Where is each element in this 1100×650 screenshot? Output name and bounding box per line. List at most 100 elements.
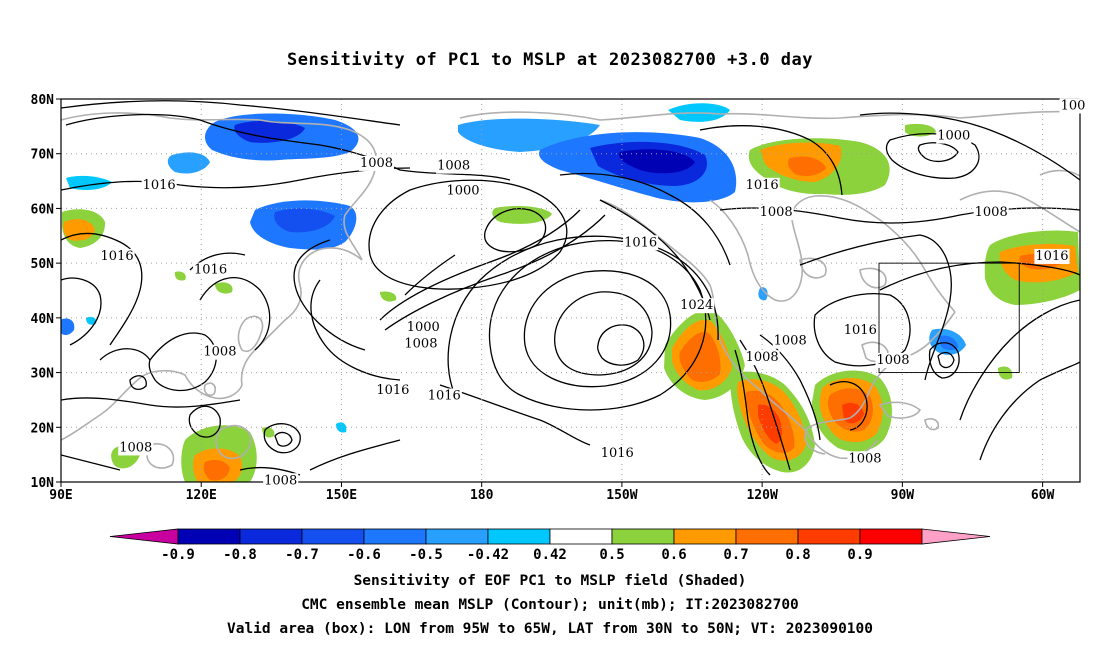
colorbar-swatch: [363, 528, 427, 545]
contour-label: 1008: [975, 205, 1008, 220]
colorbar-under-triangle: [109, 528, 179, 545]
contour-label: 1008: [760, 205, 793, 220]
lon-tick-label: 120E: [186, 488, 217, 503]
contour-label: 1008: [119, 440, 152, 455]
contour-label-bg: [1059, 98, 1087, 114]
contour-label: 1008: [203, 345, 236, 360]
contour-label-bg: [445, 183, 481, 199]
colorbar-label: -0.5: [409, 547, 443, 563]
contour-label-bg: [118, 440, 154, 456]
lat-tick-label: 70N: [31, 148, 55, 163]
sensitivity-shading: [61, 103, 1080, 482]
colorbar-swatch: [301, 528, 365, 545]
contour-label: 1016: [376, 383, 409, 398]
map-frame: [60, 98, 1081, 483]
contour-label: 1008: [876, 353, 909, 368]
colorbar-swatch: [549, 528, 613, 545]
lon-tick-label: 150W: [606, 488, 637, 503]
lon-tick-label: 60W: [1031, 488, 1055, 503]
contour-label-bg: [141, 177, 177, 193]
contour-label-bg: [405, 320, 441, 336]
contour-label-bg: [772, 333, 808, 349]
contour-label-bg: [426, 388, 462, 404]
lon-tick-label: 90W: [891, 488, 915, 503]
contour-label: 1008: [264, 473, 297, 488]
colorbar-over-triangle: [921, 528, 991, 545]
contour-label-bg: [403, 336, 439, 352]
contour-label-bg: [758, 205, 794, 221]
colorbar-swatch: [239, 528, 303, 545]
contour-label: 1016: [101, 249, 134, 264]
contour-label-bg: [842, 322, 878, 338]
colorbar-label: -0.6: [347, 547, 381, 563]
colorbar-swatch: [487, 528, 551, 545]
contour-label: 1016: [601, 446, 634, 461]
contour-label: 1008: [746, 350, 779, 365]
longitude-labels: 90E 120E 150E 180 150W 120W 90W 60W: [49, 488, 1054, 503]
colorbar-swatch: [177, 528, 241, 545]
contour-label-bg: [99, 248, 135, 264]
colorbar-label: -0.9: [161, 547, 195, 563]
colorbar-label: -0.8: [223, 547, 257, 563]
contour-label: 1016: [1035, 249, 1068, 264]
contour-label: 1016: [624, 235, 657, 250]
coastlines: [61, 110, 1080, 469]
lat-tick-label: 40N: [31, 312, 55, 327]
colorbar-label: 0.8: [785, 547, 810, 563]
lat-tick-label: 20N: [31, 421, 55, 436]
contour-label: 100: [1061, 98, 1086, 113]
map-title: Sensitivity of PC1 to MSLP at 2023082700…: [286, 50, 813, 70]
valid-area-box: [878, 262, 1020, 374]
contour-label-bg: [847, 451, 883, 467]
contour-label-bg: [263, 473, 299, 489]
lon-tick-label: 90E: [49, 488, 72, 503]
caption-line-3: Valid area (box): LON from 95W to 65W, L…: [226, 621, 873, 637]
contour-label: 1024: [680, 298, 713, 313]
colorbar-swatch: [797, 528, 861, 545]
contour-label: 1008: [404, 336, 437, 351]
contour-label-bg: [623, 235, 659, 251]
contour-label-bg: [375, 382, 411, 398]
colorbar-swatch: [673, 528, 737, 545]
colorbar-label: -0.7: [285, 547, 319, 563]
contour-label: 1016: [143, 178, 176, 193]
lat-tick-label: 80N: [31, 93, 55, 108]
colorbar-label: 0.5: [599, 547, 624, 563]
lat-tick-label: 10N: [31, 476, 55, 491]
contour-label: 1000: [407, 320, 440, 335]
contour-label-bg: [1034, 248, 1070, 264]
colorbar-swatch: [611, 528, 675, 545]
contour-label-bg: [744, 350, 780, 366]
lat-tick-label: 50N: [31, 257, 55, 272]
lon-tick-label: 120W: [746, 488, 777, 503]
colorbar-label: -0.42: [467, 547, 509, 563]
contour-label-bg: [193, 262, 229, 278]
latitude-labels: 80N 70N 60N 50N 40N 30N 20N 10N: [31, 93, 55, 491]
contour-label: 1008: [774, 334, 807, 349]
contour-label: 1016: [194, 263, 227, 278]
contour-label: 1000: [446, 183, 479, 198]
colorbar: -0.9 -0.8 -0.7 -0.6 -0.5 -0.42 0.42 0.5 0.6 0.7 0.…: [109, 528, 991, 563]
contour-label-bg: [875, 352, 911, 368]
contour-label-bg: [358, 155, 395, 171]
contour-label-bg: [436, 158, 472, 174]
contour-label-bg: [679, 298, 715, 314]
contour-label: 1008: [437, 159, 470, 174]
contour-label: 1016: [844, 323, 877, 338]
colorbar-label: 0.9: [847, 547, 872, 563]
contour-label: 1016: [746, 178, 779, 193]
contour-label-bg: [936, 128, 972, 144]
contour-label-bg: [744, 177, 780, 193]
colorbar-label: 0.6: [661, 547, 686, 563]
caption-line-2: CMC ensemble mean MSLP (Contour); unit(m…: [301, 597, 799, 613]
contour-label-bg: [599, 445, 635, 461]
lat-tick-label: 30N: [31, 367, 55, 382]
lat-tick-label: 60N: [31, 202, 55, 217]
lon-tick-label: 180: [470, 488, 494, 503]
caption-line-1: Sensitivity of EOF PC1 to MSLP field (Sh…: [353, 573, 747, 589]
contour-label: 1008: [360, 156, 393, 171]
contour-label-bg: [973, 205, 1009, 221]
colorbar-swatch: [735, 528, 799, 545]
